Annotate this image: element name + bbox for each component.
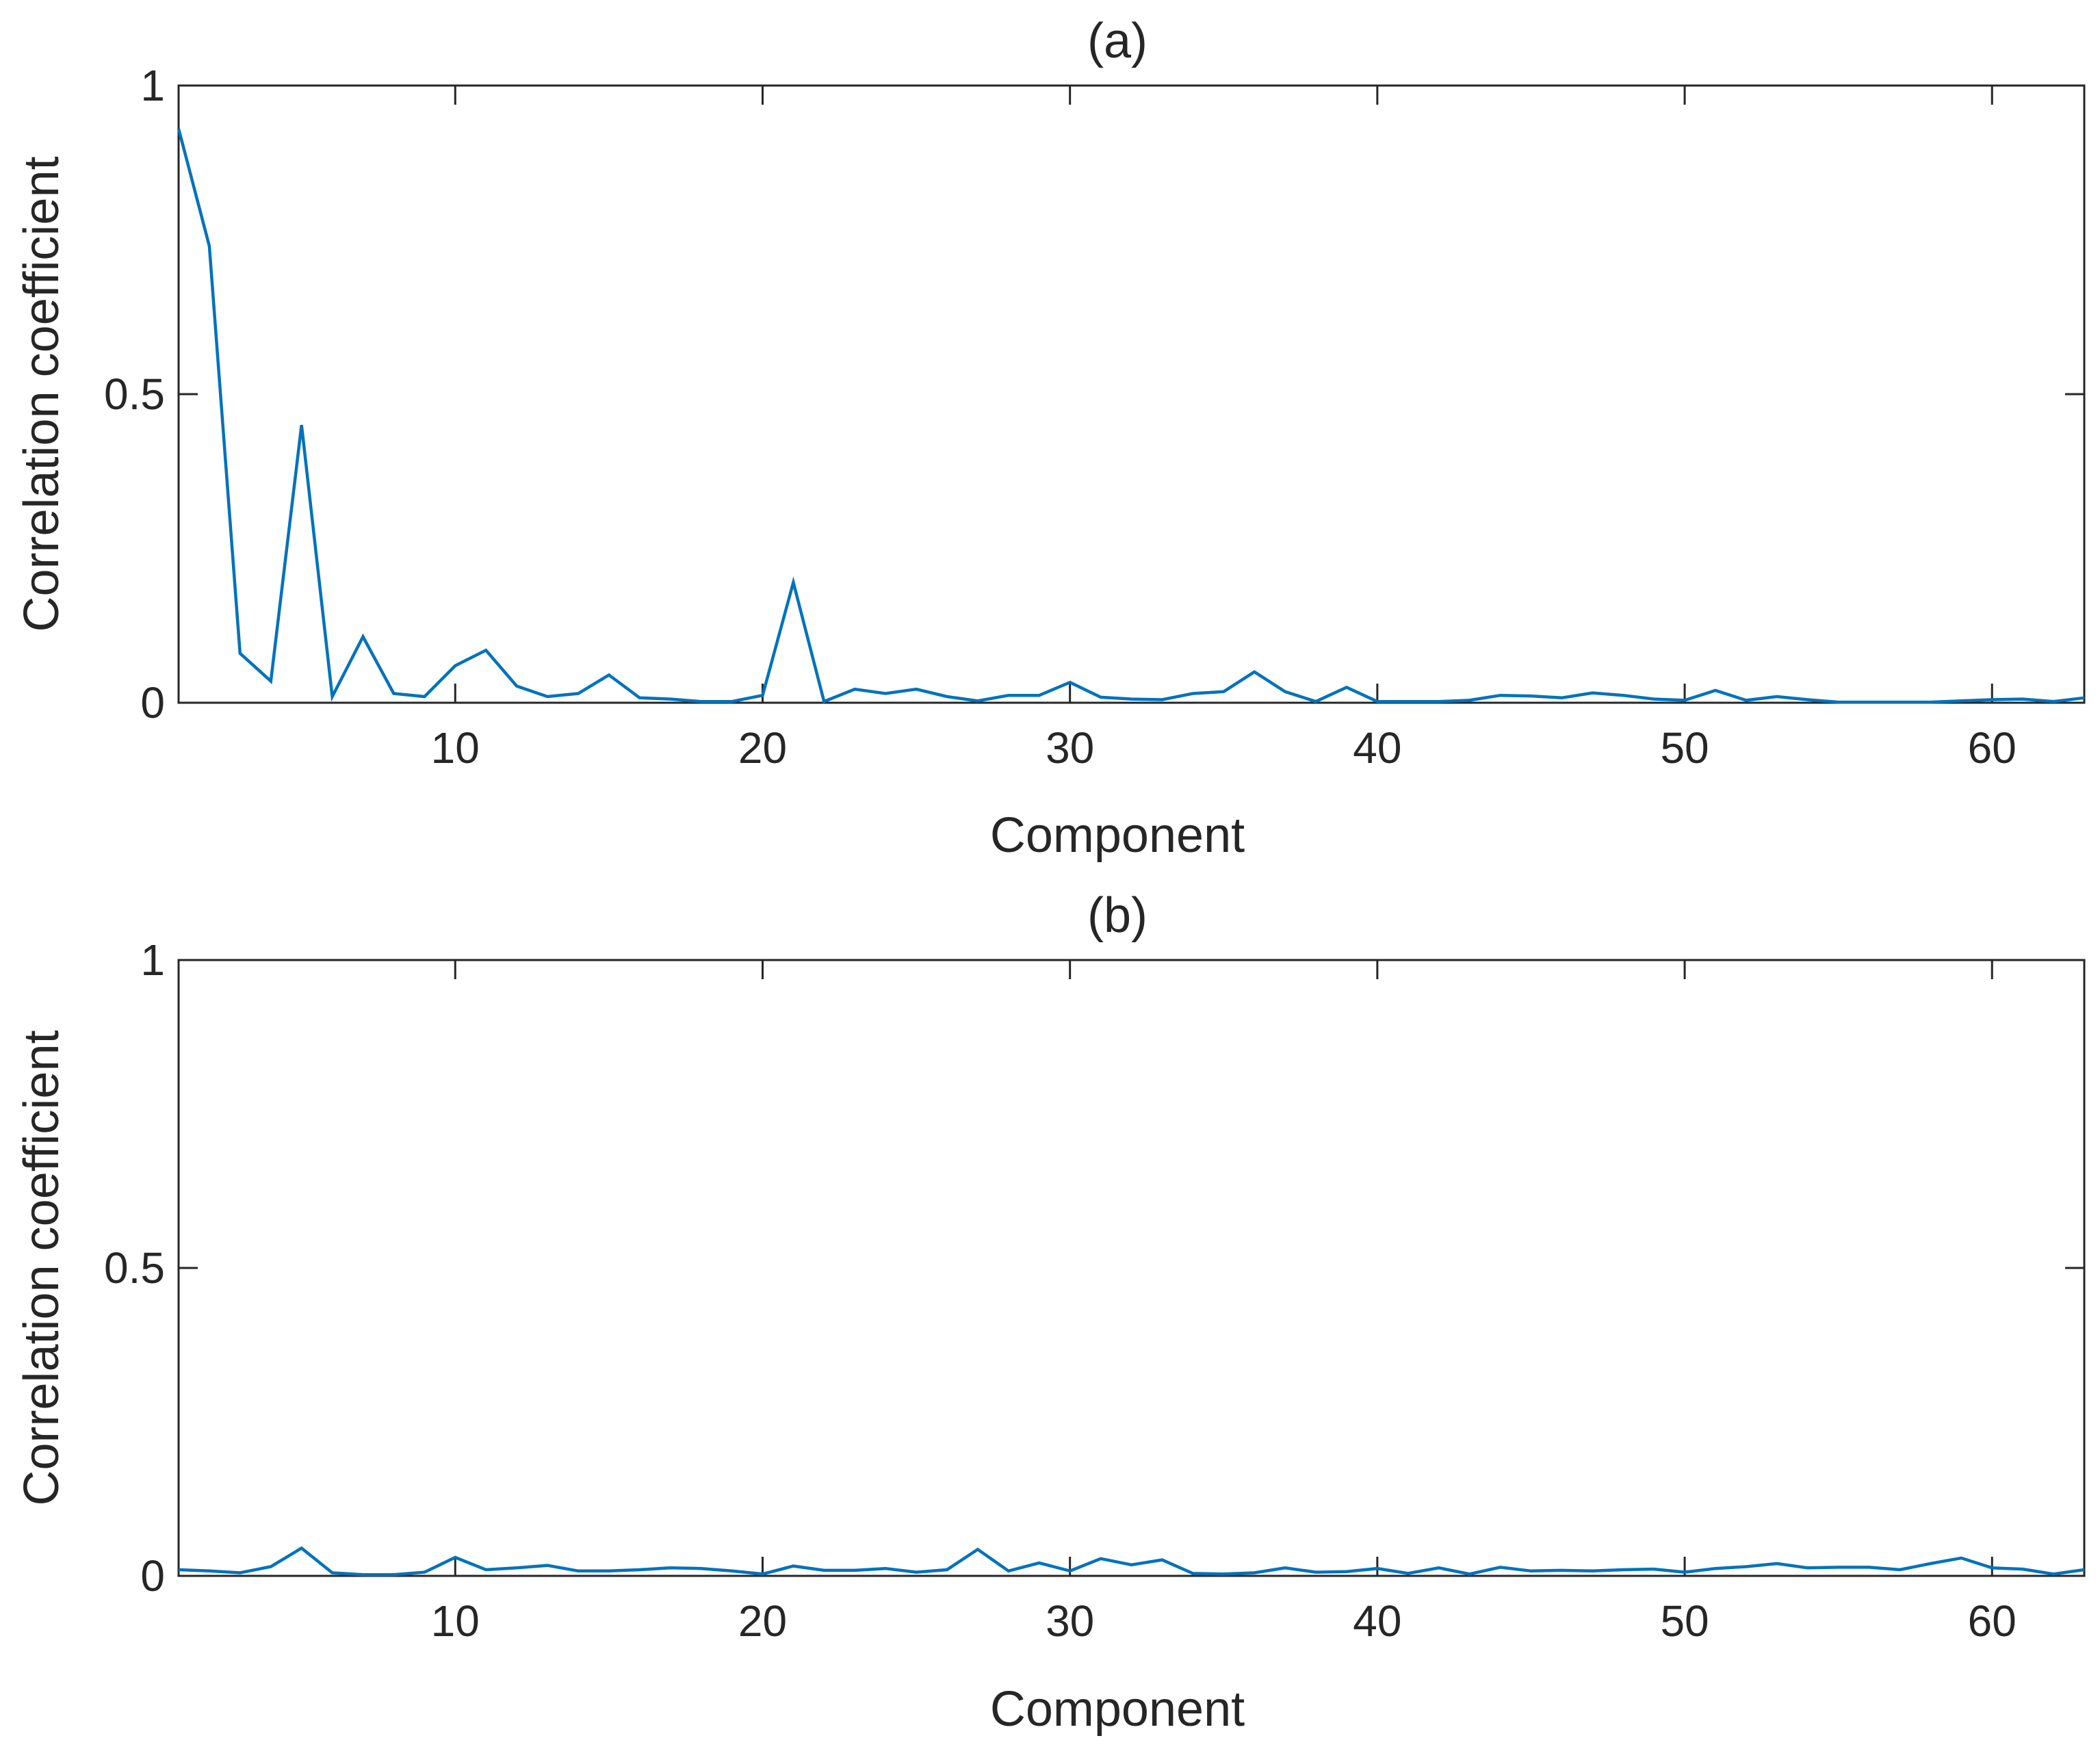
panel-b-x-tick-label: 20 bbox=[738, 1596, 787, 1646]
panel-a-x-tick-label: 60 bbox=[1968, 723, 2017, 773]
panel-b-x-tick-label: 60 bbox=[1968, 1596, 2017, 1646]
panel-b-y-tick-label: 1 bbox=[140, 935, 165, 985]
panel-a-x-tick-label: 10 bbox=[431, 723, 480, 773]
panel-a-x-tick-label: 30 bbox=[1046, 723, 1094, 773]
panel-a-y-tick-label: 0.5 bbox=[104, 370, 165, 419]
panel-a-x-tick-label: 40 bbox=[1353, 723, 1401, 773]
panel-a-y-axis-label: Correlation coefficient bbox=[14, 156, 69, 632]
panel-a: (a) 10 20 30 40 50 60 00.51 Component Correla… bbox=[14, 14, 2086, 863]
panel-b-x-axis-label: Component bbox=[990, 1682, 1245, 1737]
panel-a-title: (a) bbox=[1087, 14, 1148, 68]
panel-a-y-tick-label: 0 bbox=[140, 678, 165, 727]
panel-b-x-ticks: 10 20 30 40 50 60 bbox=[431, 960, 2017, 1646]
panel-a-series-line bbox=[177, 128, 2085, 704]
panel-b-x-tick-label: 30 bbox=[1046, 1596, 1094, 1646]
panel-b-y-tick-label: 0 bbox=[140, 1551, 165, 1601]
panel-a-x-tick-label: 20 bbox=[738, 723, 787, 773]
panel-b-y-ticks: 00.51 bbox=[104, 935, 2084, 1601]
panel-a-y-tick-label: 1 bbox=[140, 61, 165, 110]
panel-a-x-tick-label: 50 bbox=[1660, 723, 1709, 773]
panel-b-x-tick-label: 10 bbox=[431, 1596, 480, 1646]
panel-a-y-ticks: 00.51 bbox=[104, 61, 2084, 727]
panel-a-x-ticks: 10 20 30 40 50 60 bbox=[431, 86, 2017, 773]
panel-b-y-axis-label: Correlation coefficient bbox=[14, 1030, 69, 1505]
panel-b: (b) 10 20 30 40 50 60 00.51 Component Correla… bbox=[14, 888, 2086, 1737]
panel-b-series-line bbox=[178, 1546, 2085, 1577]
panel-b-x-tick-label: 40 bbox=[1353, 1596, 1401, 1646]
panel-b-title: (b) bbox=[1087, 888, 1148, 943]
panel-a-x-axis-label: Component bbox=[990, 808, 1245, 863]
panel-b-x-tick-label: 50 bbox=[1660, 1596, 1709, 1646]
panel-b-y-tick-label: 0.5 bbox=[104, 1243, 165, 1293]
